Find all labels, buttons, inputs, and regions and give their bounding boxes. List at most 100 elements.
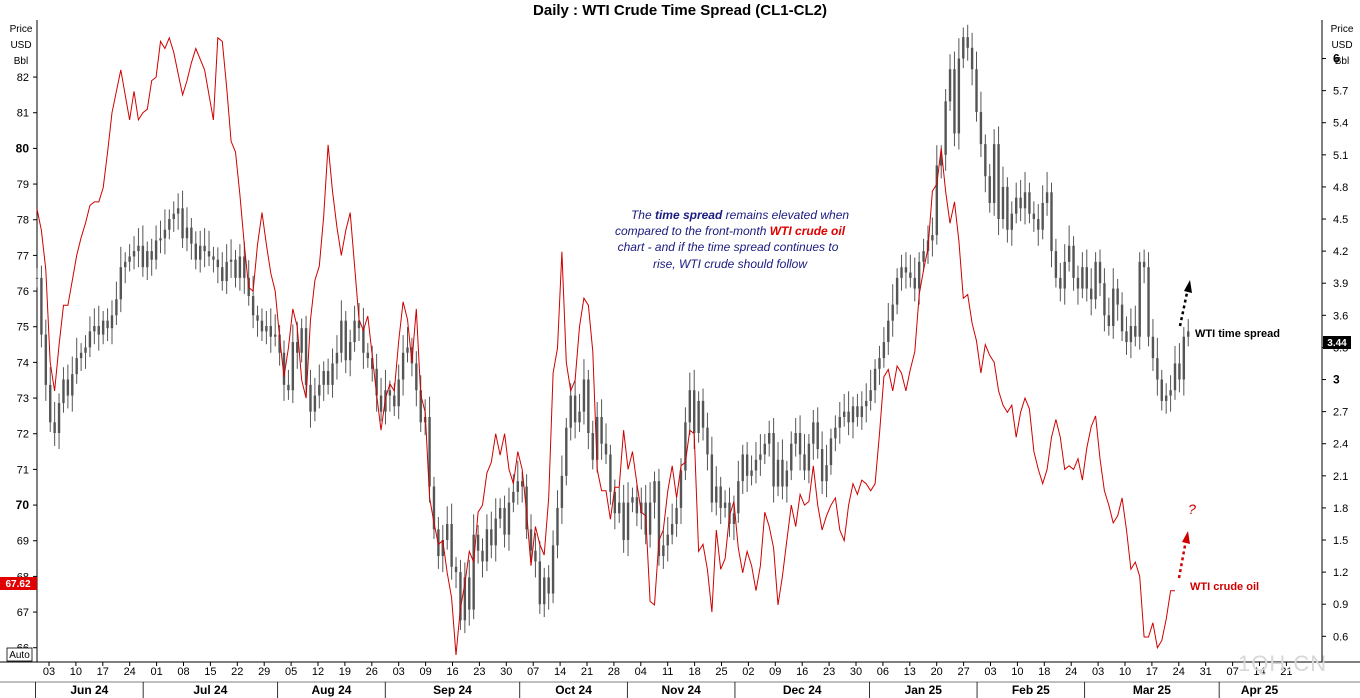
- note-seg: The: [631, 208, 655, 222]
- spread-candle-body: [922, 251, 925, 262]
- spread-candle-body: [701, 400, 705, 428]
- spread-candle-body: [1019, 197, 1022, 209]
- spread-candle-body: [35, 277, 39, 279]
- spread-candle-body: [141, 245, 145, 268]
- spread-candle-body: [273, 334, 277, 337]
- spread-candle-body: [1067, 245, 1071, 262]
- spread-candle-body: [269, 326, 272, 337]
- auto-scale-button[interactable]: [6, 647, 33, 662]
- x-day-label: 29: [258, 666, 270, 678]
- spread-candle-body: [543, 577, 546, 605]
- spread-candle-body: [869, 390, 872, 401]
- spread-candle-body: [891, 304, 894, 321]
- auto-scale-label: Auto: [9, 650, 30, 661]
- spread-candle-body: [216, 259, 220, 268]
- spread-candle-body: [979, 112, 983, 145]
- right-tick-label: 1.2: [1333, 567, 1348, 579]
- right-tick-label: 3.6: [1333, 310, 1348, 322]
- x-day-label: 13: [904, 666, 916, 678]
- spread-candle-body: [909, 272, 912, 278]
- spread-candle-body: [604, 443, 608, 455]
- spread-candle-body: [278, 334, 281, 353]
- right-tick-label: 1.5: [1333, 535, 1348, 547]
- spread-candle-body: [745, 454, 749, 476]
- x-day-label: 09: [419, 666, 431, 678]
- spread-candle-body: [992, 144, 996, 203]
- spread-candle-body: [512, 491, 515, 503]
- spread-candle-body: [1010, 213, 1013, 230]
- spread-candle-body: [371, 358, 374, 369]
- right-tick-label: 0.9: [1333, 599, 1348, 611]
- spread-candle-body: [84, 347, 87, 353]
- spread-candle-body: [715, 486, 718, 503]
- spread-candle-body: [573, 395, 577, 423]
- spread-candle-body: [538, 561, 542, 605]
- x-month-label: Aug 24: [311, 683, 351, 697]
- spread-candle-body: [1107, 315, 1111, 327]
- left-tick-label: 70: [16, 498, 30, 512]
- note-line-2: compared to the front-month WTI crude oi…: [615, 224, 846, 238]
- spread-candle-body: [93, 326, 96, 332]
- spread-candle-body: [635, 497, 639, 514]
- x-day-label: 16: [796, 666, 808, 678]
- spread-candle-body: [190, 227, 193, 244]
- spread-candle-body: [397, 379, 400, 407]
- x-day-label: 20: [931, 666, 943, 678]
- spread-candle-body: [1072, 245, 1075, 278]
- x-day-label: 22: [231, 666, 243, 678]
- right-unit-line: Bbl: [1335, 56, 1349, 67]
- left-tick-label: 69: [17, 536, 29, 548]
- spread-candle-body: [684, 422, 687, 471]
- right-value-text: 3.44: [1327, 338, 1347, 349]
- x-day-label: 03: [393, 666, 405, 678]
- spread-candle-body: [322, 370, 325, 385]
- spread-candle-body: [1015, 197, 1018, 214]
- spread-candle-body: [587, 379, 590, 434]
- spread-candle-body: [75, 358, 78, 375]
- spread-candle-body: [1169, 390, 1172, 396]
- left-unit-line: Bbl: [14, 56, 28, 67]
- spread-candle-body: [812, 422, 815, 444]
- spread-candle-body: [163, 229, 167, 239]
- spread-candle-body: [1129, 326, 1133, 343]
- spread-candle-body: [335, 352, 339, 364]
- spread-candle-body: [966, 37, 969, 48]
- spread-candle-body: [534, 550, 537, 562]
- spread-candle-body: [1094, 261, 1097, 300]
- chart-title: Daily : WTI Crude Time Spread (CL1-CL2): [533, 2, 827, 19]
- spread-candle-body: [834, 427, 837, 439]
- x-day-label: 23: [473, 666, 485, 678]
- spread-candle-body: [97, 326, 100, 335]
- crude-arrow: [1177, 539, 1188, 579]
- spread-candle-body: [618, 502, 621, 514]
- spread-candle-body: [66, 379, 70, 396]
- left-tick-label: 82: [17, 72, 29, 84]
- spread-candle-body: [1076, 277, 1080, 289]
- spread-candle-body: [556, 507, 559, 546]
- spread-candle-body: [291, 342, 295, 391]
- spread-candle-body: [106, 320, 109, 329]
- spread-candle-body: [887, 320, 890, 343]
- spread-candles: [35, 24, 1190, 634]
- spread-candle-body: [287, 384, 290, 391]
- x-day-label: 14: [554, 666, 566, 678]
- spread-candle-body: [181, 208, 184, 239]
- note-seg-bold: time spread: [655, 208, 723, 222]
- left-axis-unit: Price USD Bbl: [10, 24, 33, 67]
- spread-candle-body: [300, 328, 303, 353]
- x-day-label: 19: [339, 666, 351, 678]
- x-day-label: 03: [1092, 666, 1104, 678]
- spread-candle-body: [353, 320, 356, 343]
- spread-candle-body: [1037, 219, 1040, 230]
- spread-candle-body: [895, 277, 899, 305]
- x-day-label: 08: [177, 666, 189, 678]
- spread-candle-body: [44, 334, 48, 385]
- right-tick-label: 5.1: [1333, 150, 1348, 162]
- spread-candle-body: [825, 465, 828, 482]
- spread-candle-body: [626, 502, 630, 541]
- spread-candle-body: [225, 261, 228, 282]
- spread-candle-body: [948, 69, 952, 102]
- spread-candle-body: [741, 454, 744, 482]
- spread-candle-body: [1063, 261, 1066, 289]
- spread-candle-body: [962, 37, 965, 59]
